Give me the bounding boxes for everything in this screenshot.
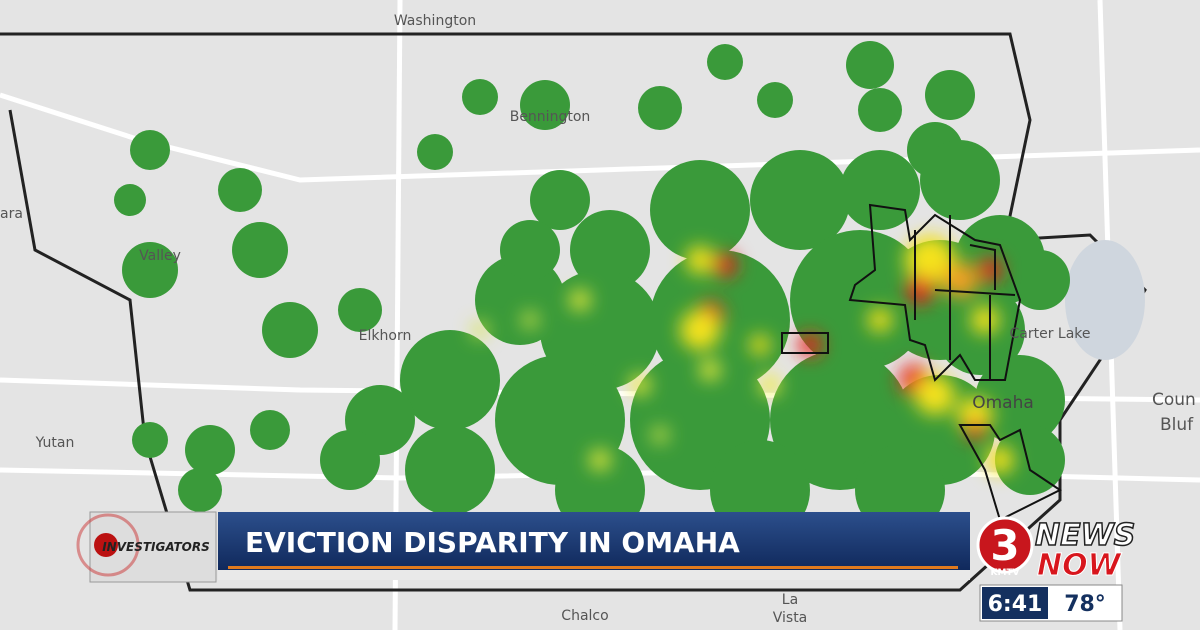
- heat-blob: [570, 210, 650, 290]
- heat-spot: [986, 446, 1014, 474]
- time-box: [982, 587, 1048, 619]
- banner-strip: [218, 570, 970, 580]
- segment-label: INVESTIGATORS: [102, 540, 210, 554]
- heat-green: [114, 41, 1070, 540]
- heat-spot: [652, 427, 668, 443]
- heat-spot: [965, 420, 985, 440]
- heat-spot: [686, 246, 714, 274]
- channel-circle: [976, 516, 1034, 574]
- heat-blob: [975, 355, 1065, 445]
- heat-blob: [530, 170, 590, 230]
- place-label: Bluf: [1160, 415, 1194, 435]
- heat-spot: [750, 335, 770, 355]
- heat-blob: [650, 160, 750, 260]
- heat-spot: [570, 290, 590, 310]
- heat-blob: [500, 220, 560, 280]
- heat-spot: [905, 235, 955, 285]
- status-bar: 6:41 78°: [979, 584, 1123, 622]
- place-label: Carter Lake: [1009, 326, 1090, 342]
- channel-number: 3: [990, 521, 1019, 570]
- temperature: 78°: [1064, 592, 1106, 617]
- heat-spot: [680, 310, 720, 350]
- place-label: Chalco: [561, 608, 608, 624]
- tracts: [781, 203, 1062, 522]
- heat-blob: [400, 330, 500, 430]
- tract-group: [958, 424, 1062, 522]
- logo-ring: [76, 513, 140, 577]
- banner-accent: [228, 566, 958, 569]
- heat-blob: [520, 80, 570, 130]
- tract-group: [848, 203, 1022, 382]
- heat-blob: [462, 79, 498, 115]
- heat-blob: [320, 430, 380, 490]
- heat-spot: [760, 375, 780, 395]
- place-label: Omaha: [972, 393, 1034, 413]
- heat-blob: [858, 88, 902, 132]
- heat-blob: [114, 184, 146, 216]
- heat-spot: [798, 333, 822, 357]
- place-label: Elkhorn: [359, 328, 412, 344]
- heat-blob: [338, 288, 382, 332]
- heat-spot: [713, 253, 737, 277]
- heat-blob: [122, 242, 178, 298]
- heat-blob: [638, 86, 682, 130]
- heat-spot: [522, 312, 538, 328]
- place-label: ara: [0, 206, 23, 222]
- place-label: Bennington: [510, 109, 591, 125]
- headline: EVICTION DISPARITY IN OMAHA: [245, 526, 740, 559]
- heat-blob: [925, 70, 975, 120]
- place-label: Valley: [139, 248, 181, 264]
- place-label: Washington: [394, 13, 476, 29]
- heat-blob: [846, 41, 894, 89]
- heat-blob: [130, 130, 170, 170]
- heat-spot: [978, 258, 1002, 282]
- heat-blob: [250, 410, 290, 450]
- heat-blob: [417, 134, 453, 170]
- heat-blob: [995, 425, 1065, 495]
- place-label: Coun: [1152, 390, 1196, 410]
- station-logo: 3 KMTV NEWS NOW: [976, 516, 1136, 584]
- heat-spot: [971, 306, 999, 334]
- heat-blob: [218, 168, 262, 212]
- heat-blob: [757, 82, 793, 118]
- logo-dot: [94, 533, 118, 557]
- call-sign: KMTV: [990, 568, 1019, 578]
- heat-spot: [472, 322, 488, 338]
- place-label: La: [782, 592, 798, 608]
- heat-blob: [707, 44, 743, 80]
- lower-third: INVESTIGATORS EVICTION DISPARITY IN OMAH…: [76, 511, 970, 583]
- lake: [1065, 240, 1145, 360]
- heat-spot: [868, 308, 892, 332]
- news-word: NEWS: [1035, 518, 1135, 553]
- heat-blob: [132, 422, 168, 458]
- heat-blob: [262, 302, 318, 358]
- heat-spot: [630, 375, 650, 395]
- heat-blob: [185, 425, 235, 475]
- heat-spot: [915, 375, 955, 415]
- heat-blob: [178, 468, 222, 512]
- heat-spot: [906, 276, 934, 304]
- heat-blob: [232, 222, 288, 278]
- place-label: Vista: [773, 610, 808, 626]
- place-label: Yutan: [35, 435, 75, 451]
- headline-banner: [218, 512, 970, 570]
- now-word: NOW: [1037, 548, 1123, 583]
- heat-spot: [700, 360, 720, 380]
- heat-blob: [920, 140, 1000, 220]
- heat-blob: [750, 150, 850, 250]
- time: 6:41: [988, 592, 1043, 617]
- tract: [781, 332, 829, 354]
- tract-lines: [914, 215, 1016, 380]
- heat-spot: [590, 450, 610, 470]
- heat-blob: [1010, 250, 1070, 310]
- heat-blob: [840, 150, 920, 230]
- heat-blob: [405, 425, 495, 515]
